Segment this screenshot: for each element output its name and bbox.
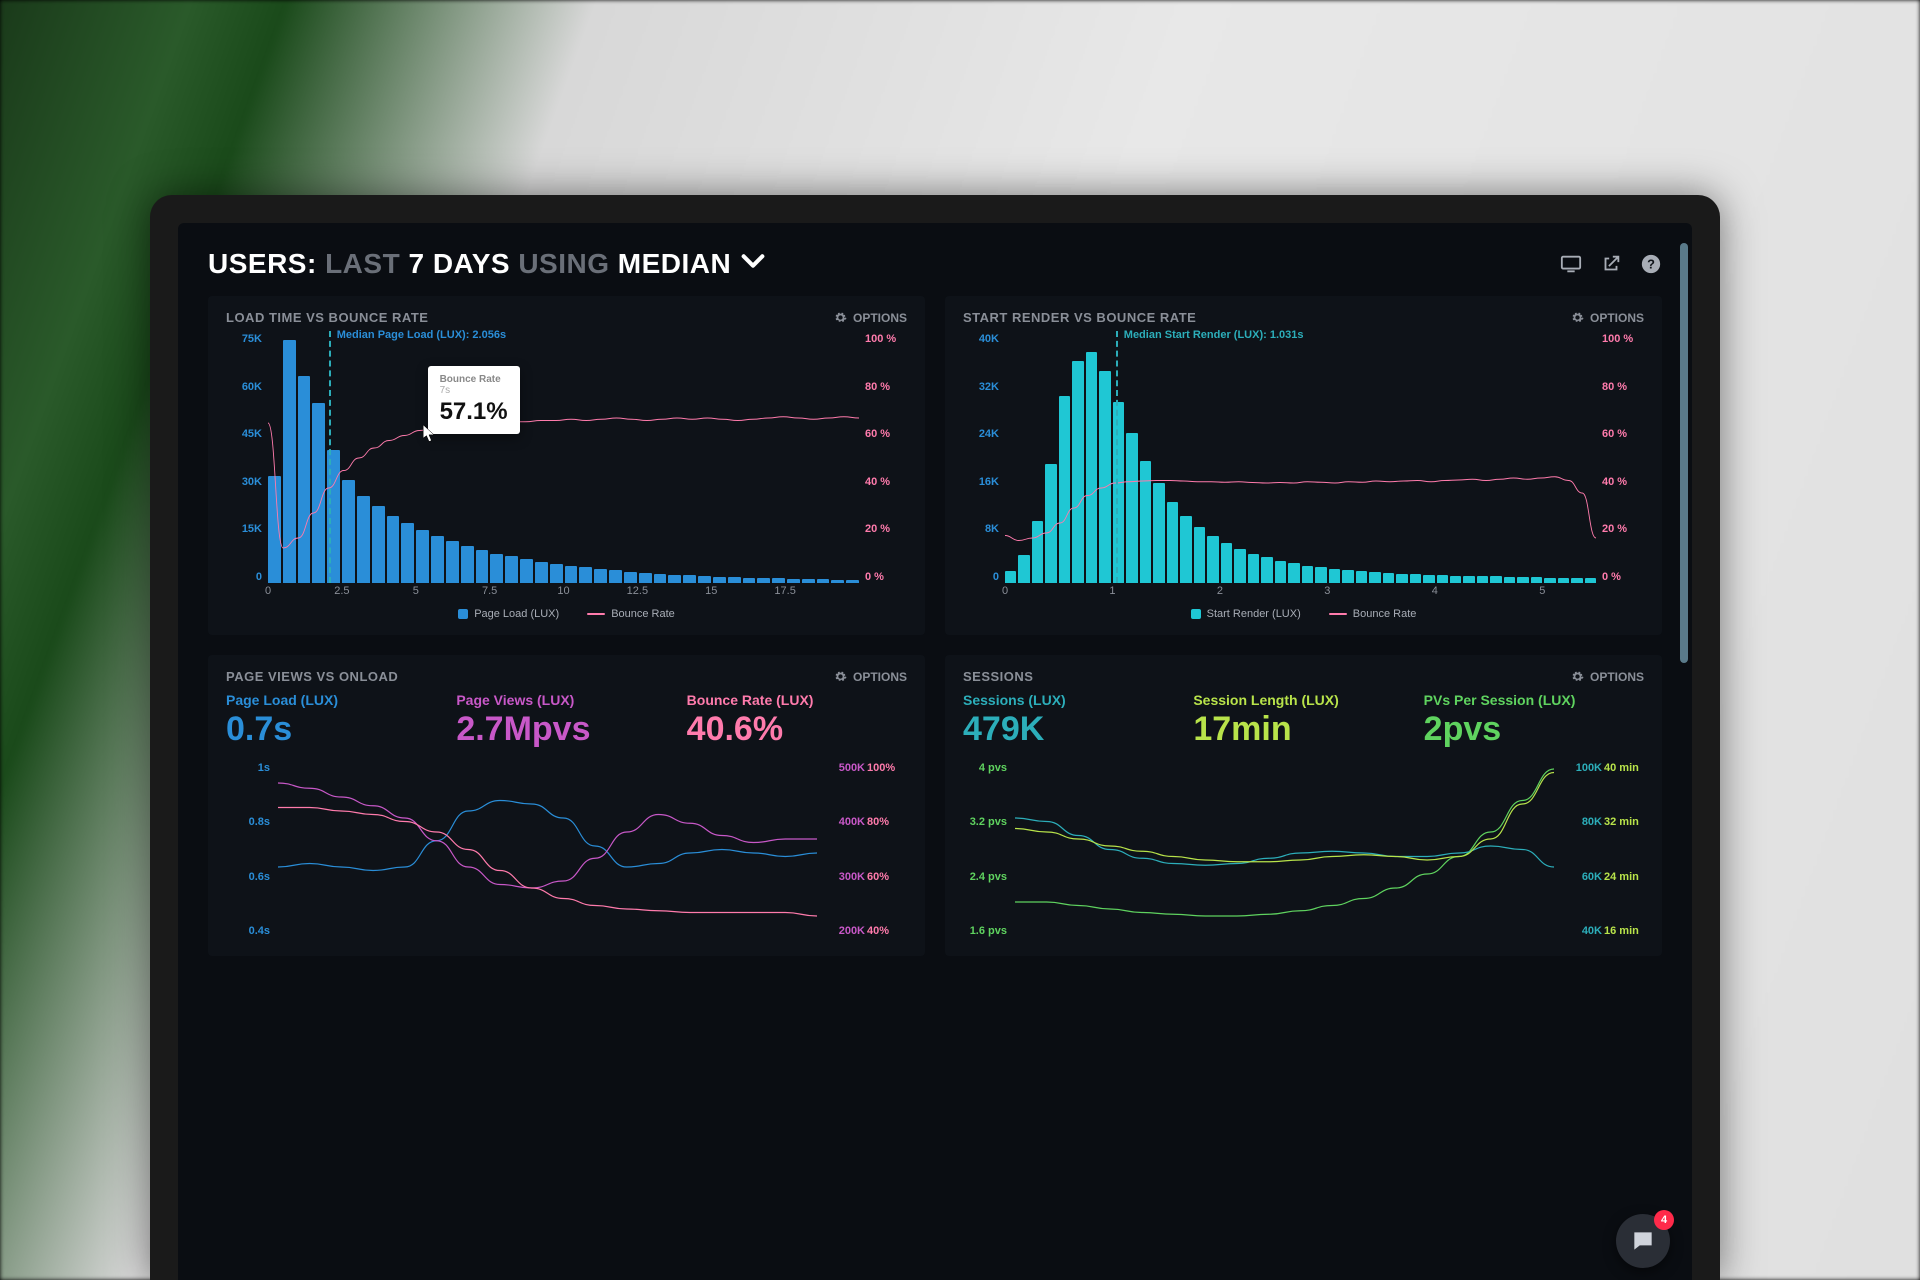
panel-title: PAGE VIEWS VS ONLOAD [226,669,398,684]
y-axis-right: 100 %80 %60 %40 %20 %0 % [865,333,907,583]
plot-area: Median Page Load (LUX): 2.056s Bounce Ra… [268,333,859,583]
y-axis-right-2: 100%80%60%40% [867,762,907,937]
metric: Session Length (LUX) 17min [1193,692,1413,746]
metric-value: 2.7Mpvs [456,712,676,746]
gear-icon [834,670,847,683]
cursor-icon [422,424,436,444]
metrics-row: Page Load (LUX) 0.7s Page Views (LUX) 2.7Mp… [226,692,907,746]
chart-pageviews: 1s0.8s0.6s0.4s 500K400K300K200K 100%80%6… [226,754,907,944]
metric: PVs Per Session (LUX) 2pvs [1424,692,1644,746]
x-axis: 02.557.51012.51517.5 [268,585,859,603]
legend-item: Start Render (LUX) [1191,605,1301,623]
y-axis-left: 75K60K45K30K15K0 [226,333,262,583]
options-button[interactable]: OPTIONS [834,670,907,684]
median-label: Median Page Load (LUX): 2.056s [331,329,506,341]
legend-item: Bounce Rate [1329,605,1417,623]
page-title: USERS: LAST 7 DAYS USING MEDIAN [208,248,731,280]
metric-label: Sessions (LUX) [963,692,1183,708]
title-dropdown[interactable]: USERS: LAST 7 DAYS USING MEDIAN [208,247,767,280]
y-axis-right-1: 100K80K60K40K [1562,762,1602,937]
y-axis-right: 100 %80 %60 %40 %20 %0 % [1602,333,1644,583]
chat-widget[interactable]: 4 [1616,1214,1670,1268]
tooltip: Bounce Rate 7s 57.1% [428,366,520,434]
panel-sessions: SESSIONS OPTIONS Sessions (LUX)479KSessi… [945,655,1662,956]
options-button[interactable]: OPTIONS [834,311,907,325]
legend: Start Render (LUX) Bounce Rate [963,605,1644,623]
metric-value: 17min [1193,712,1413,746]
x-axis: 012345 [1005,585,1596,603]
svg-text:?: ? [1647,256,1655,271]
chart-loadtime: 75K60K45K30K15K0 100 %80 %60 %40 %20 %0 … [226,333,907,623]
header: USERS: LAST 7 DAYS USING MEDIAN ? [208,247,1662,280]
lines [278,762,817,937]
panel-pageviews: PAGE VIEWS VS ONLOAD OPTIONS Page Load (… [208,655,925,956]
screen: USERS: LAST 7 DAYS USING MEDIAN ? LOAD T… [178,223,1692,1280]
laptop-frame: USERS: LAST 7 DAYS USING MEDIAN ? LOAD T… [150,195,1720,1280]
bounce-line [268,333,859,583]
lines [1015,762,1554,937]
y-axis-left: 1s0.8s0.6s0.4s [226,762,270,937]
panel-title: START RENDER VS BOUNCE RATE [963,310,1196,325]
metrics-row: Sessions (LUX) 479K Session Length (LUX) 17… [963,692,1644,746]
metric-value: 479K [963,712,1183,746]
chat-badge: 4 [1654,1210,1674,1230]
bounce-line [1005,333,1596,583]
y-axis-left: 4 pvs3.2 pvs2.4 pvs1.6 pvs [963,762,1007,937]
header-icons: ? [1560,253,1662,275]
metric-label: Page Views (LUX) [456,692,676,708]
scrollbar[interactable] [1680,243,1688,663]
gear-icon [834,311,847,324]
plot-area [278,762,817,937]
metric-value: 0.7s [226,712,446,746]
metric-label: PVs Per Session (LUX) [1424,692,1644,708]
y-axis-right-1: 500K400K300K200K [825,762,865,937]
y-axis-left: 40K32K24K16K8K0 [963,333,999,583]
share-icon[interactable] [1600,253,1622,275]
median-label: Median Start Render (LUX): 1.031s [1118,329,1304,341]
metric-label: Bounce Rate (LUX) [687,692,907,708]
legend: Page Load (LUX) Bounce Rate [226,605,907,623]
chat-icon [1630,1228,1656,1254]
options-button[interactable]: OPTIONS [1571,311,1644,325]
options-button[interactable]: OPTIONS [1571,670,1644,684]
median-marker: Median Start Render (LUX): 1.031s [1116,331,1118,583]
panel-title: LOAD TIME VS BOUNCE RATE [226,310,428,325]
chart-sessions: 4 pvs3.2 pvs2.4 pvs1.6 pvs 100K80K60K40K… [963,754,1644,944]
chart-startrender: 40K32K24K16K8K0 100 %80 %60 %40 %20 %0 %… [963,333,1644,623]
legend-item: Page Load (LUX) [458,605,559,623]
panel-loadtime: LOAD TIME VS BOUNCE RATE OPTIONS 75K60K4… [208,296,925,635]
metric: Page Views (LUX) 2.7Mpvs [456,692,676,746]
plot-area: Median Start Render (LUX): 1.031s [1005,333,1596,583]
metric: Page Load (LUX) 0.7s [226,692,446,746]
help-icon[interactable]: ? [1640,253,1662,275]
metric-value: 2pvs [1424,712,1644,746]
monitor-icon[interactable] [1560,253,1582,275]
y-axis-right-2: 40 min32 min24 min16 min [1604,762,1644,937]
dashboard: USERS: LAST 7 DAYS USING MEDIAN ? LOAD T… [178,223,1692,956]
panel-grid: LOAD TIME VS BOUNCE RATE OPTIONS 75K60K4… [208,296,1662,956]
panel-startrender: START RENDER VS BOUNCE RATE OPTIONS 40K3… [945,296,1662,635]
panel-title: SESSIONS [963,669,1033,684]
metric: Bounce Rate (LUX) 40.6% [687,692,907,746]
metric-label: Page Load (LUX) [226,692,446,708]
metric-label: Session Length (LUX) [1193,692,1413,708]
legend-item: Bounce Rate [587,605,675,623]
chevron-down-icon[interactable] [739,247,767,280]
median-marker: Median Page Load (LUX): 2.056s [329,331,331,583]
gear-icon [1571,670,1584,683]
plot-area [1015,762,1554,937]
metric-value: 40.6% [687,712,907,746]
gear-icon [1571,311,1584,324]
metric: Sessions (LUX) 479K [963,692,1183,746]
